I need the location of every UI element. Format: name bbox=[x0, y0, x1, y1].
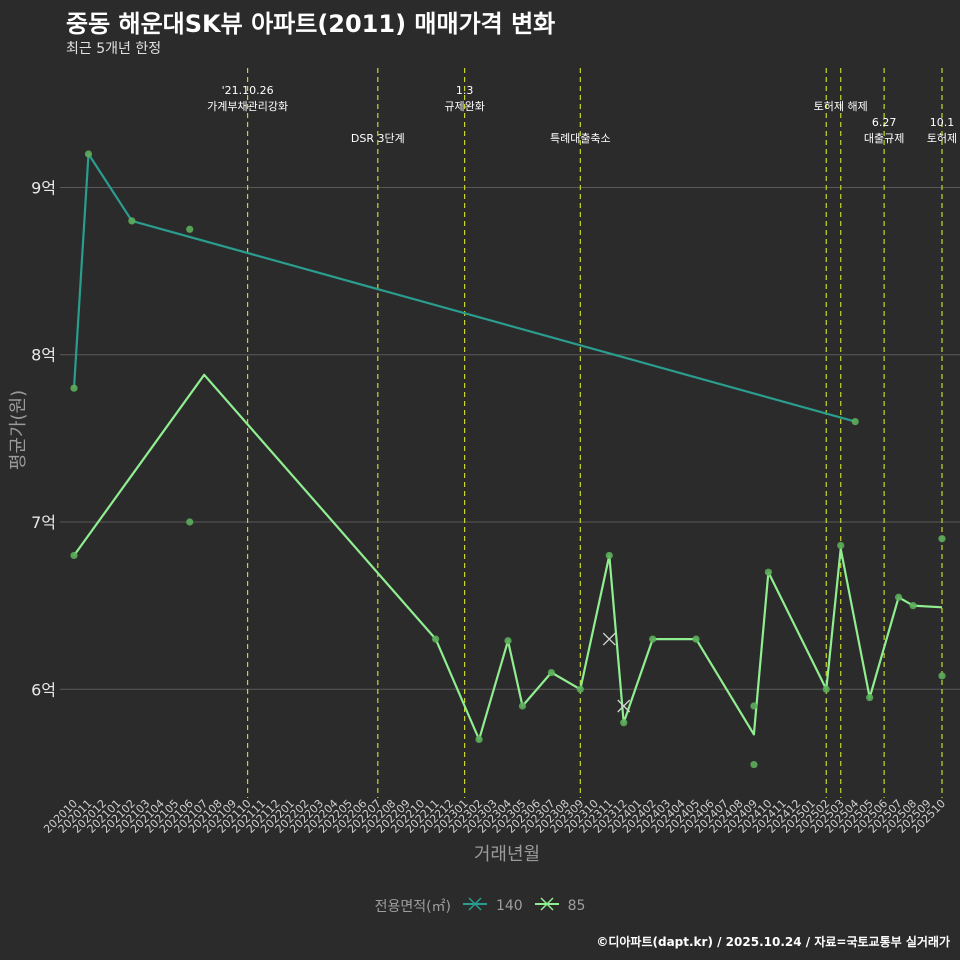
data-point-85 bbox=[750, 760, 758, 769]
x-axis-title: 거래년월 bbox=[474, 844, 540, 865]
data-point-140 bbox=[186, 225, 194, 233]
y-tick-label: 6억 bbox=[31, 680, 56, 699]
event-label: 가계부채관리강화 bbox=[207, 100, 288, 113]
data-point-85 bbox=[605, 551, 613, 560]
data-point-85 bbox=[909, 602, 917, 610]
x-marker-85 bbox=[602, 632, 616, 646]
legend-key-140 bbox=[463, 897, 488, 915]
y-axis-title: 평균가(원) bbox=[8, 390, 29, 470]
data-point-140 bbox=[128, 217, 136, 225]
event-label: 토허제 해제 bbox=[814, 99, 868, 113]
chart-title: 중동 해운대SK뷰 아파트(2011) 매매가격 변화 bbox=[66, 10, 556, 38]
legend-key-85 bbox=[535, 897, 560, 915]
data-point-85 bbox=[504, 637, 512, 645]
series-line-85 bbox=[73, 373, 943, 741]
data-point-85 bbox=[475, 735, 483, 744]
chart-subtitle: 최근 5개년 한정 bbox=[66, 41, 162, 57]
event-label: 토허제 bbox=[927, 132, 957, 145]
event-label: 대출규제 bbox=[864, 132, 904, 145]
data-point-85 bbox=[432, 635, 440, 643]
legend-label-85: 85 bbox=[567, 898, 586, 914]
data-point-140 bbox=[70, 384, 78, 392]
data-point-85 bbox=[547, 668, 556, 677]
data-point-85 bbox=[692, 635, 700, 643]
source-caption: ©디아파트(dapt.kr) / 2025.10.24 / 자료=국토교통부 실… bbox=[596, 935, 950, 949]
series-line-140 bbox=[72, 152, 856, 423]
data-point-85 bbox=[938, 535, 946, 543]
data-point-140 bbox=[851, 418, 859, 426]
data-point-85 bbox=[70, 551, 78, 560]
event-label: 6.27 bbox=[872, 116, 897, 129]
data-point-85 bbox=[186, 518, 194, 526]
data-point-85 bbox=[750, 702, 758, 710]
y-tick-label: 7억 bbox=[31, 513, 56, 532]
legend-label-140: 140 bbox=[495, 898, 523, 914]
y-tick-label: 8억 bbox=[31, 346, 56, 365]
legend: 전용면적(㎡) 140 85 bbox=[0, 896, 960, 916]
event-label: '21.10.26 bbox=[222, 84, 274, 97]
data-point-85 bbox=[938, 672, 946, 680]
event-label: 1.3 bbox=[456, 84, 474, 97]
x-marker-85 bbox=[617, 699, 631, 713]
event-label: 특례대출축소 bbox=[550, 132, 611, 145]
data-point-140 bbox=[84, 150, 93, 158]
data-point-85 bbox=[576, 685, 584, 693]
event-label: 10.1 bbox=[930, 116, 955, 129]
data-point-85 bbox=[518, 702, 527, 710]
data-point-85 bbox=[866, 694, 874, 702]
data-point-85 bbox=[822, 685, 830, 693]
data-point-85 bbox=[895, 593, 903, 601]
data-point-85 bbox=[837, 541, 845, 550]
data-point-85 bbox=[620, 719, 628, 727]
event-label: DSR 3단계 bbox=[351, 132, 405, 145]
event-label: 규제완화 bbox=[444, 100, 484, 113]
data-point-85 bbox=[649, 635, 657, 643]
legend-title: 전용면적(㎡) bbox=[374, 899, 452, 915]
data-point-85 bbox=[764, 568, 773, 576]
y-tick-label: 9억 bbox=[31, 178, 56, 197]
